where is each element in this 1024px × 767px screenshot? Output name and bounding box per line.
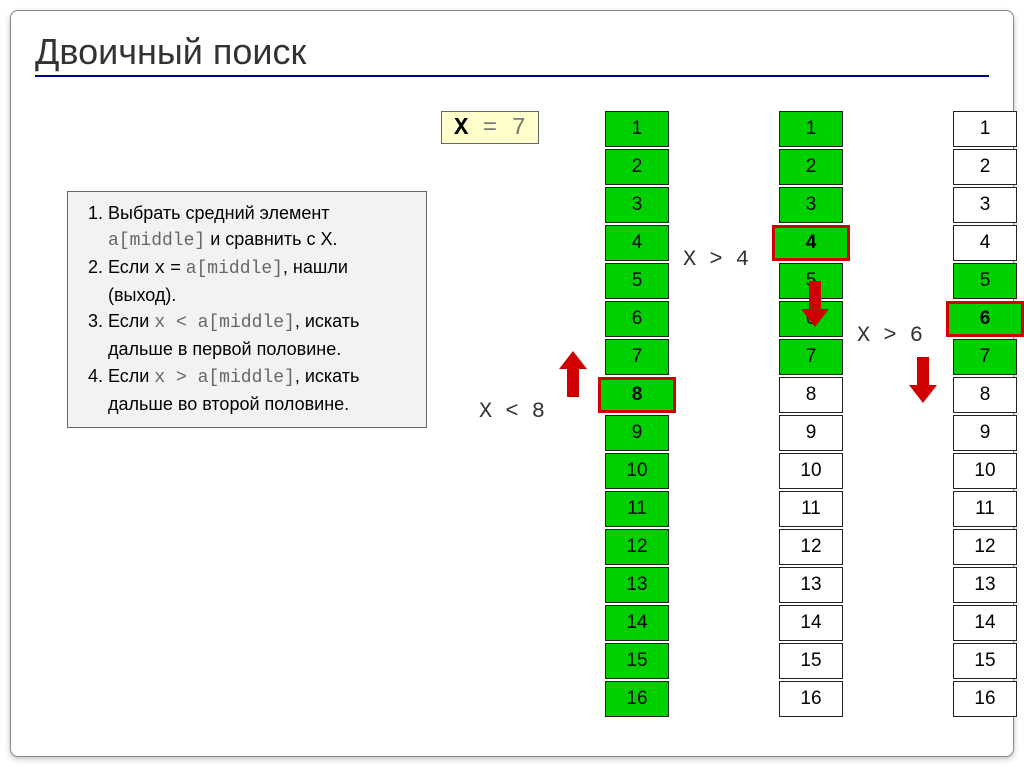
- array-cell: 8: [779, 377, 843, 413]
- array-cell: 1: [953, 111, 1017, 147]
- x-equals: = 7: [468, 115, 526, 142]
- text: =: [165, 257, 186, 277]
- array-cell: 16: [605, 681, 669, 717]
- comparison-label: X > 6: [857, 323, 923, 348]
- array-column-2: 12345678910111213141516: [779, 111, 843, 719]
- text: и сравнить с X.: [205, 229, 337, 249]
- code: x < a[middle]: [154, 313, 294, 333]
- array-cell: 13: [953, 567, 1017, 603]
- array-cell: 5: [605, 263, 669, 299]
- array-cell: 9: [605, 415, 669, 451]
- array-cell: 9: [953, 415, 1017, 451]
- comparison-label: X < 8: [479, 399, 545, 424]
- array-cell: 10: [779, 453, 843, 489]
- x-variable: X: [454, 115, 468, 142]
- algo-step-2: Если x = a[middle], нашли (выход).: [108, 254, 416, 308]
- algo-step-1: Выбрать средний элемент a[middle] и срав…: [108, 200, 416, 254]
- array-cell: 3: [605, 187, 669, 223]
- array-cell: 8: [953, 377, 1017, 413]
- arrow-down-icon: [909, 357, 937, 403]
- array-column-3: 12345678910111213141516: [953, 111, 1017, 719]
- array-cell: 11: [605, 491, 669, 527]
- text: Выбрать средний элемент: [108, 203, 330, 223]
- array-cell: 10: [605, 453, 669, 489]
- array-cell: 5: [953, 263, 1017, 299]
- array-cell: 1: [605, 111, 669, 147]
- array-cell: 7: [779, 339, 843, 375]
- array-cell: 1: [779, 111, 843, 147]
- array-cell: 15: [605, 643, 669, 679]
- array-cell: 15: [779, 643, 843, 679]
- array-cell: 6: [946, 301, 1024, 337]
- array-cell: 16: [779, 681, 843, 717]
- array-cell: 6: [605, 301, 669, 337]
- algorithm-steps: Выбрать средний элемент a[middle] и срав…: [67, 191, 427, 428]
- array-cell: 14: [779, 605, 843, 641]
- array-cell: 13: [779, 567, 843, 603]
- array-cell: 2: [779, 149, 843, 185]
- array-cell: 4: [772, 225, 850, 261]
- code: a[middle]: [186, 259, 283, 279]
- array-cell: 14: [953, 605, 1017, 641]
- array-cell: 16: [953, 681, 1017, 717]
- array-cell: 14: [605, 605, 669, 641]
- array-cell: 12: [953, 529, 1017, 565]
- algo-step-4: Если x > a[middle], искать дальше во вто…: [108, 363, 416, 417]
- array-cell: 3: [779, 187, 843, 223]
- array-cell: 2: [605, 149, 669, 185]
- target-value-box: X = 7: [441, 111, 539, 144]
- slide-title: Двоичный поиск: [35, 31, 989, 77]
- array-cell: 13: [605, 567, 669, 603]
- array-cell: 7: [605, 339, 669, 375]
- comparison-label: X > 4: [683, 247, 749, 272]
- array-cell: 12: [779, 529, 843, 565]
- array-cell: 9: [779, 415, 843, 451]
- array-cell: 4: [953, 225, 1017, 261]
- text: Если: [108, 311, 154, 331]
- code: a[middle]: [108, 231, 205, 251]
- text: Если: [108, 366, 154, 386]
- array-cell: 2: [953, 149, 1017, 185]
- array-column-1: 12345678910111213141516: [605, 111, 669, 719]
- array-cell: 10: [953, 453, 1017, 489]
- array-cell: 12: [605, 529, 669, 565]
- text: x: [154, 259, 165, 279]
- array-cell: 15: [953, 643, 1017, 679]
- array-cell: 7: [953, 339, 1017, 375]
- text: Если: [108, 257, 154, 277]
- array-cell: 4: [605, 225, 669, 261]
- array-cell: 8: [598, 377, 676, 413]
- array-cell: 11: [779, 491, 843, 527]
- code: x > a[middle]: [154, 368, 294, 388]
- algo-step-3: Если x < a[middle], искать дальше в перв…: [108, 308, 416, 362]
- array-cell: 3: [953, 187, 1017, 223]
- arrow-up-icon: [559, 351, 587, 397]
- arrow-down-icon: [801, 281, 829, 327]
- array-cell: 11: [953, 491, 1017, 527]
